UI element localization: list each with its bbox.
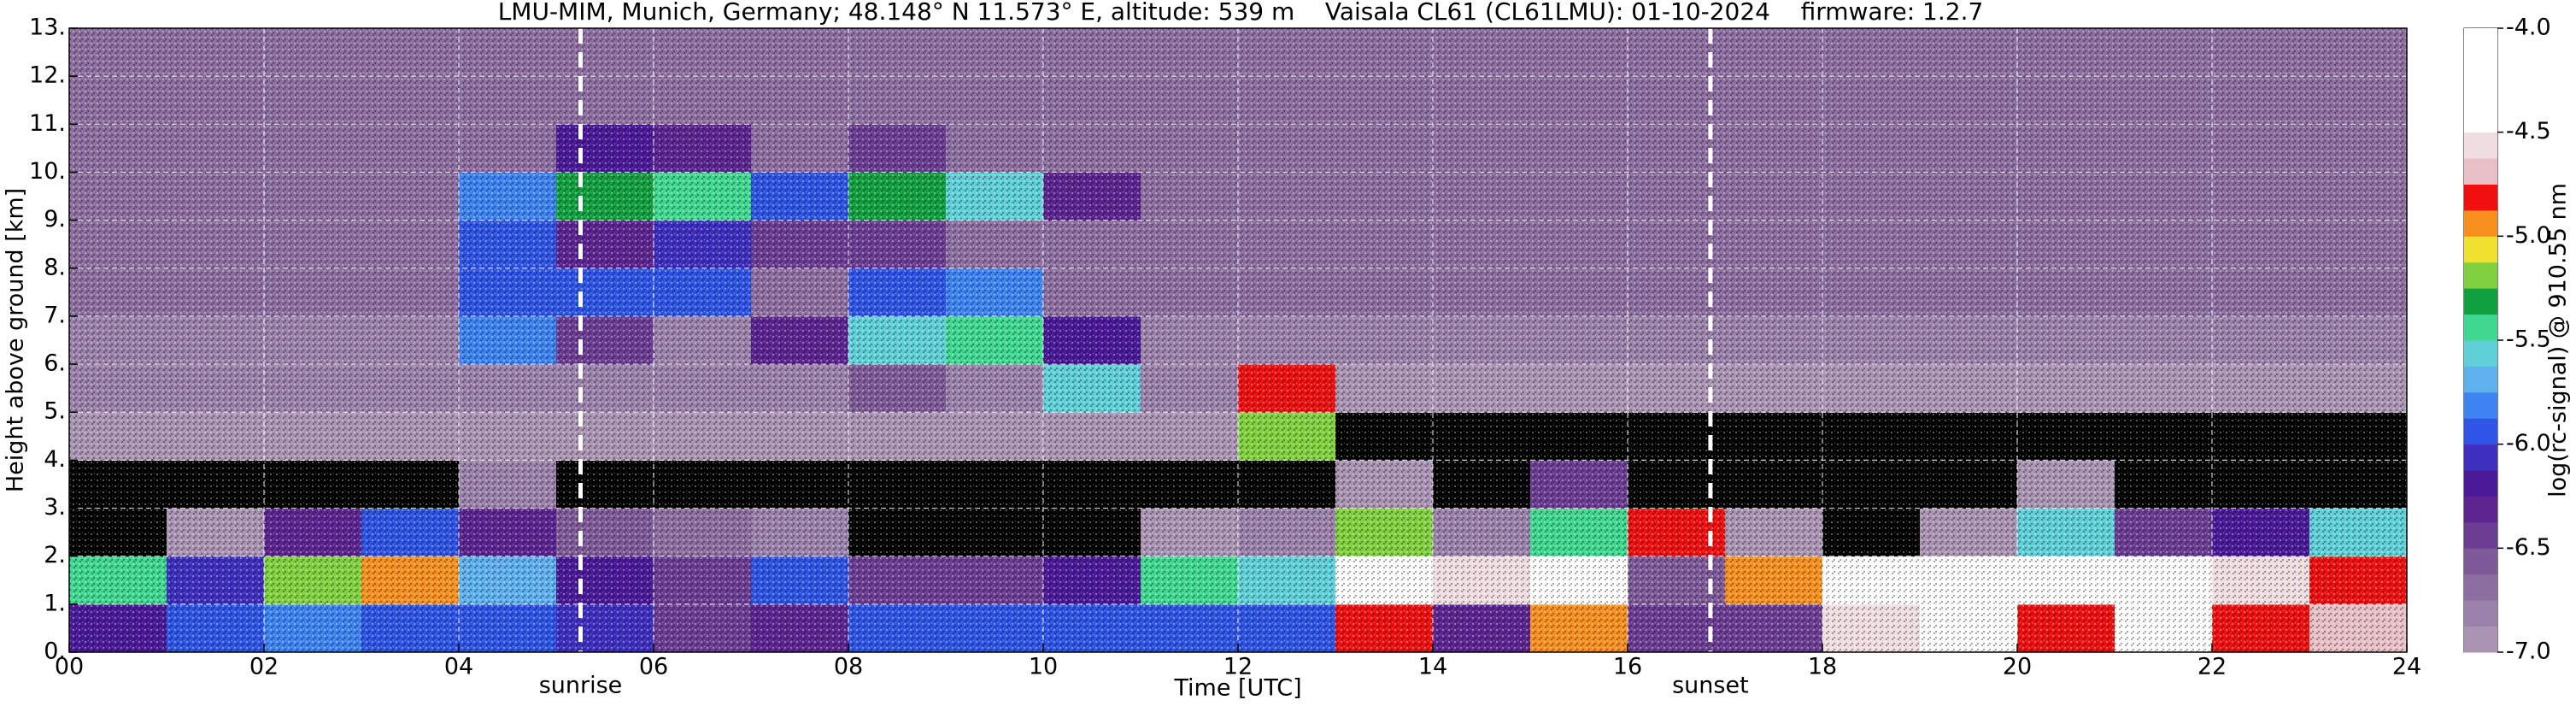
y-axis-label: Height above ground [km] [3,188,29,492]
y-tick-label: 9. [44,206,66,232]
colorbar-tick-label: -4.5 [2506,118,2551,144]
x-tick-label: 04 [444,654,473,680]
colorbar-swatch [2464,574,2497,601]
colorbar-swatch [2464,184,2497,211]
colorbar-swatch [2464,496,2497,523]
y-tick-label: 6. [44,350,66,377]
y-tick-label: 4. [44,446,66,473]
colorbar-swatch [2464,236,2497,263]
colorbar-tick-label: -5.0 [2506,222,2551,249]
colorbar-label: log(rc-signal) @ 910.55 nm [2545,183,2572,497]
x-tick-label: 16 [1613,654,1642,680]
colorbar-swatch [2464,626,2497,653]
colorbar-swatch [2464,54,2497,81]
y-tick-label: 7. [44,302,66,328]
colorbar-swatch [2464,600,2497,627]
y-tick-label: 13. [29,15,66,41]
y-tick-label: 0. [44,638,66,665]
colorbar-swatch [2464,521,2497,549]
colorbar-swatch [2464,79,2497,107]
x-tick-label: 12 [1223,654,1253,680]
annotation-label: sunrise [539,673,623,699]
colorbar-swatch [2464,262,2497,289]
colorbar-swatch [2464,391,2497,419]
colorbar-swatch [2464,158,2497,185]
y-tick-label: 5. [44,398,66,425]
y-tick-label: 3. [44,494,66,521]
colorbar-swatch [2464,340,2497,367]
colorbar-tick-label: -6.0 [2506,430,2551,456]
y-tick-label: 2. [44,542,66,568]
colorbar-tick-label: -6.5 [2506,534,2551,561]
x-tick-label: 08 [834,654,863,680]
chart-title: LMU-MIM, Munich, Germany; 48.148° N 11.5… [498,0,1984,26]
colorbar-swatch [2464,28,2497,55]
x-tick-label: 06 [639,654,668,680]
colorbar-swatch [2464,288,2497,315]
colorbar-swatch [2464,132,2497,159]
colorbar-swatch [2464,106,2497,133]
colorbar-swatch [2464,209,2497,237]
colorbar-swatch [2464,314,2497,341]
y-tick-label: 10. [29,158,66,185]
y-tick-label: 1. [44,590,66,616]
x-tick-label: 22 [2198,654,2227,680]
colorbar-tick-label: -4.0 [2506,15,2551,41]
colorbar-tick-label: -7.0 [2506,638,2551,665]
x-tick-label: 02 [249,654,279,680]
x-tick-label: 20 [2003,654,2032,680]
colorbar-swatch [2464,444,2497,471]
x-tick-label: 14 [1418,654,1447,680]
annotation-label: sunset [1672,673,1749,699]
colorbar-swatch [2464,366,2497,393]
x-tick-label: 00 [55,654,84,680]
colorbar-tick-label: -5.5 [2506,327,2551,353]
y-tick-label: 11. [29,110,66,137]
colorbar-swatch [2464,470,2497,497]
x-tick-label: 18 [1808,654,1837,680]
y-tick-label: 8. [44,254,66,280]
x-tick-label: 10 [1029,654,1058,680]
y-tick-label: 12. [29,62,66,89]
colorbar-swatch [2464,548,2497,575]
x-tick-label: 24 [2392,654,2421,680]
x-axis-label: Time [UTC] [1173,675,1301,702]
colorbar-swatch [2464,418,2497,445]
